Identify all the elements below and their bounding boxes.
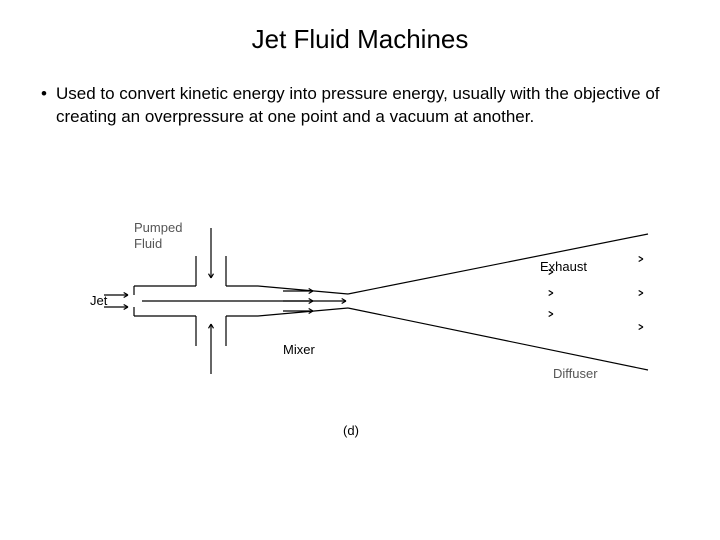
slide: Jet Fluid Machines • Used to convert kin…: [0, 0, 720, 540]
svg-text:(d): (d): [343, 423, 359, 438]
bullet-text: Used to convert kinetic energy into pres…: [56, 83, 680, 129]
svg-text:Diffuser: Diffuser: [553, 366, 598, 381]
jet-pump-diagram: PumpedFluid Jet Mixer Exhaust Diffuser (d): [88, 210, 658, 470]
svg-text:Jet: Jet: [90, 293, 108, 308]
svg-text:Mixer: Mixer: [283, 342, 315, 357]
svg-text:Exhaust: Exhaust: [540, 259, 587, 274]
svg-text:Fluid: Fluid: [134, 236, 162, 251]
bullet-marker: •: [32, 83, 56, 129]
bullet-item: • Used to convert kinetic energy into pr…: [32, 83, 680, 129]
svg-text:Pumped: Pumped: [134, 220, 182, 235]
slide-title: Jet Fluid Machines: [40, 24, 680, 55]
